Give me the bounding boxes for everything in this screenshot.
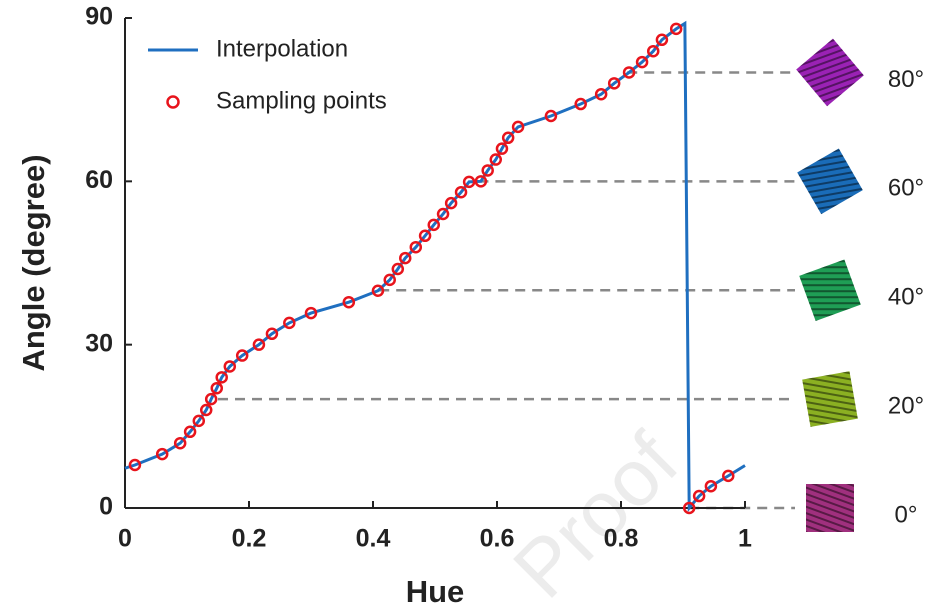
sampling-point	[391, 262, 405, 276]
x-tick-label: 1	[738, 525, 752, 553]
sampling-point	[489, 153, 503, 166]
legend-label: Sampling points	[216, 87, 387, 114]
sampling-point	[235, 349, 249, 362]
y-axis-label: Angle (degree)	[16, 154, 51, 371]
sampling-point	[655, 33, 669, 47]
reference-label: 20°	[888, 392, 924, 419]
y-tick-label: 60	[85, 166, 113, 194]
sampling-point	[283, 316, 296, 330]
sampling-point	[594, 87, 608, 101]
sampling-point	[544, 109, 558, 123]
sampling-point	[501, 131, 515, 145]
sampling-point	[304, 306, 318, 320]
swatch-stripes	[799, 259, 861, 321]
x-tick-label: 0.2	[232, 525, 267, 553]
swatch-stripes	[806, 484, 854, 532]
x-tick-label: 0.8	[604, 525, 639, 553]
sampling-point	[444, 196, 458, 210]
sampling-point	[155, 447, 169, 461]
sampling-point	[692, 489, 706, 503]
watermark: Proof	[496, 416, 695, 615]
sampling-point	[454, 185, 468, 199]
sampling-point	[183, 425, 197, 439]
y-tick-label: 90	[85, 3, 113, 31]
sampling-point	[646, 44, 660, 58]
sampling-point	[265, 327, 279, 341]
sampling-point	[574, 97, 587, 111]
sampling-point	[398, 251, 412, 265]
y-tick-label: 0	[99, 493, 113, 521]
sampling-point	[607, 77, 621, 90]
sampling-point	[436, 207, 450, 221]
sampling-point	[462, 175, 476, 189]
interpolation-line	[124, 20, 746, 513]
sampling-point	[371, 284, 385, 298]
texture-swatch	[802, 371, 858, 427]
sampling-point	[204, 392, 218, 406]
texture-swatch	[797, 148, 863, 215]
texture-swatch	[796, 38, 864, 107]
texture-swatch	[799, 259, 861, 321]
sampling-point	[418, 229, 432, 243]
sampling-point	[481, 164, 494, 177]
sampling-point	[635, 55, 649, 69]
legend-marker	[166, 95, 180, 109]
sampling-point	[409, 240, 423, 254]
sampling-point	[223, 360, 237, 373]
reference-label: 60°	[888, 175, 924, 202]
sampling-point	[128, 458, 142, 472]
sampling-point	[511, 120, 525, 134]
sampling-point	[669, 22, 683, 36]
reference-label: 40°	[888, 284, 924, 311]
sampling-point	[682, 501, 696, 515]
texture-swatch	[806, 484, 854, 532]
reference-label: 80°	[888, 66, 924, 93]
sampling-point	[199, 403, 213, 417]
sampling-point	[252, 338, 266, 351]
y-tick-label: 30	[85, 329, 113, 357]
x-axis-label: Hue	[406, 574, 465, 609]
sampling-point	[474, 175, 488, 188]
sampling-point	[173, 436, 187, 450]
sampling-point	[622, 66, 636, 79]
sampling-point	[722, 469, 735, 483]
x-tick-label: 0.6	[480, 525, 515, 553]
reference-label: 0°	[895, 501, 918, 528]
sampling-point	[342, 295, 356, 309]
swatch-stripes	[796, 38, 864, 107]
sampling-point	[215, 371, 228, 384]
sampling-point	[383, 273, 396, 287]
swatch-stripes	[802, 371, 858, 427]
x-tick-label: 0	[118, 525, 132, 553]
sampling-point	[210, 381, 224, 395]
sampling-point	[192, 414, 206, 428]
x-tick-label: 0.4	[356, 525, 391, 553]
swatch-stripes	[797, 148, 863, 215]
sampling-point	[704, 479, 718, 493]
legend-label: Interpolation	[216, 35, 348, 62]
sampling-point	[427, 218, 441, 232]
sampling-point	[495, 142, 509, 155]
